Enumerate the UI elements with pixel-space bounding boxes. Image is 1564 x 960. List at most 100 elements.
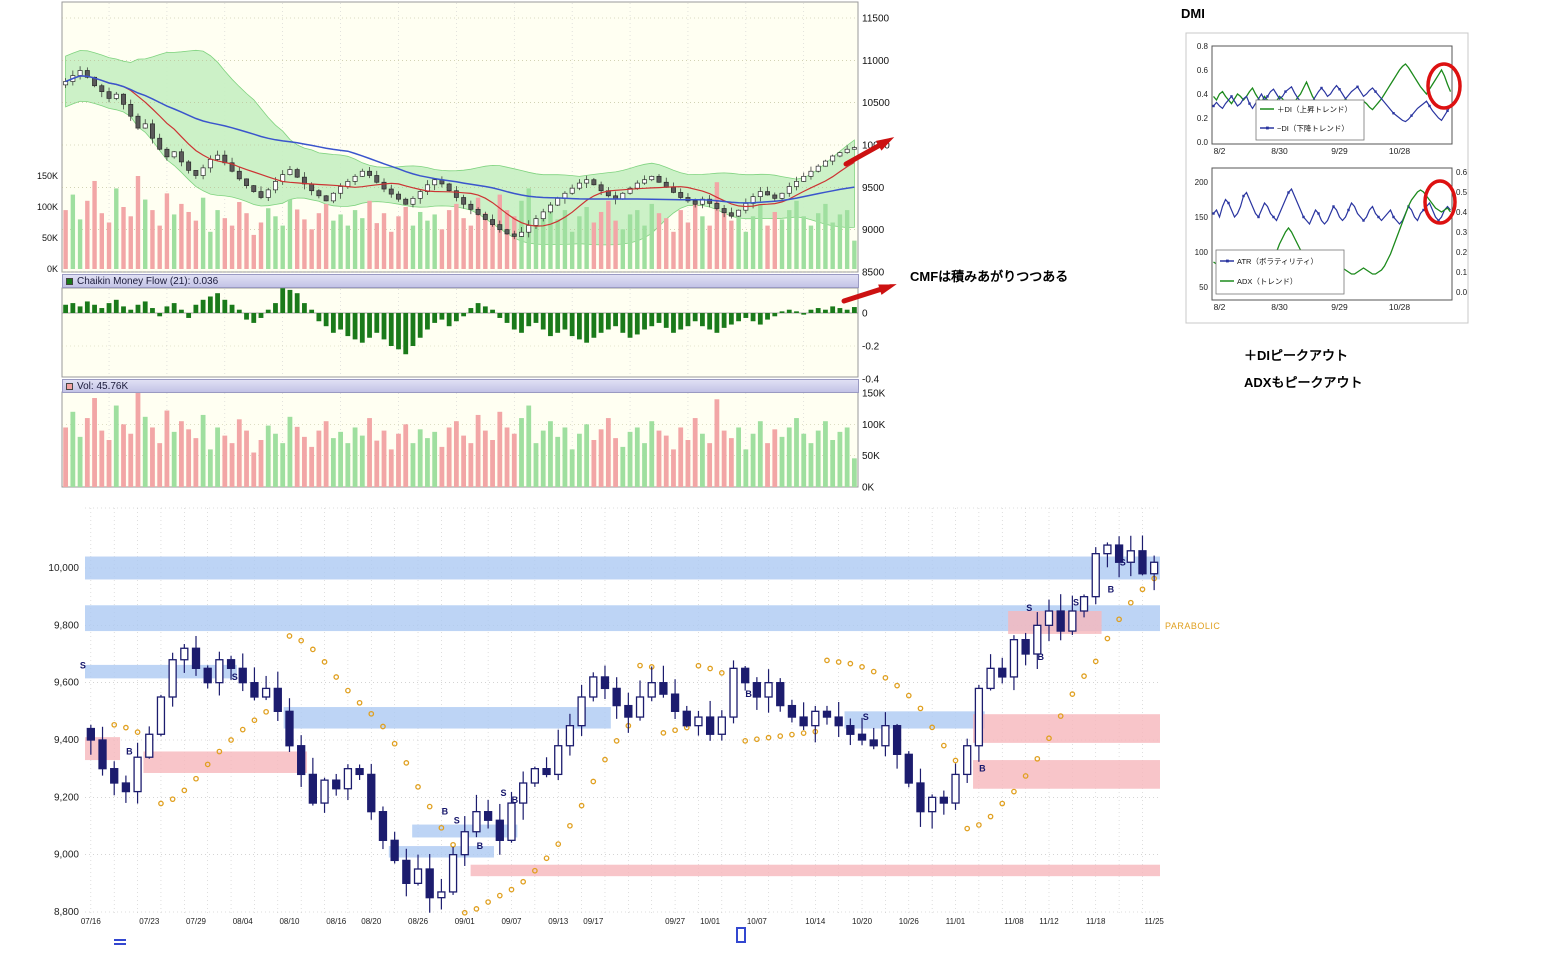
svg-text:09/13: 09/13 — [548, 917, 569, 926]
svg-text:8,800: 8,800 — [54, 907, 79, 918]
ma-fast-line — [65, 75, 855, 227]
svg-text:09/27: 09/27 — [665, 917, 686, 926]
ma-slow-line — [65, 75, 855, 204]
sar-dots — [99, 575, 1158, 916]
svg-text:10/26: 10/26 — [899, 917, 920, 926]
svg-text:0: 0 — [862, 309, 868, 320]
svg-text:08/04: 08/04 — [233, 917, 254, 926]
svg-text:-0.2: -0.2 — [862, 342, 880, 353]
svg-text:100K: 100K — [37, 202, 58, 212]
svg-text:50: 50 — [1199, 283, 1208, 292]
svg-text:8/2: 8/2 — [1214, 146, 1226, 156]
svg-text:0.0: 0.0 — [1456, 288, 1468, 297]
parabolic-label: PARABOLIC — [1165, 621, 1221, 631]
svg-text:09/01: 09/01 — [455, 917, 476, 926]
red-arrow — [841, 285, 886, 304]
svg-text:9500: 9500 — [862, 183, 885, 194]
svg-text:B: B — [512, 795, 519, 805]
svg-text:08/16: 08/16 — [326, 917, 347, 926]
svg-text:9,600: 9,600 — [54, 678, 79, 689]
cmf-bars — [63, 288, 857, 355]
svg-text:09/17: 09/17 — [583, 917, 604, 926]
svg-text:0.3: 0.3 — [1456, 228, 1468, 237]
svg-text:9,200: 9,200 — [54, 792, 79, 803]
dmi-panel: 0.8 0.6 0.4 0.2 0.0 ＋DI（上昇トレンド） −DI（下降トレンド） 8/2… — [1185, 32, 1469, 324]
dmi-upper-legend: ＋DI（上昇トレンド） −DI（下降トレンド） — [1255, 99, 1365, 141]
svg-text:0.6: 0.6 — [1456, 168, 1468, 177]
stray-glyph — [114, 939, 126, 945]
svg-text:50K: 50K — [862, 451, 880, 462]
svg-text:0.2: 0.2 — [1197, 114, 1209, 123]
svg-text:9000: 9000 — [862, 225, 885, 236]
stray-glyph — [736, 927, 746, 943]
dmi-lower-legend: ATR（ボラティリティ） ADX（トレンド） — [1215, 249, 1345, 295]
cmf-header-label: Chaikin Money Flow (21): 0.036 — [77, 275, 219, 287]
svg-text:0.2: 0.2 — [1456, 248, 1468, 257]
svg-text:0.1: 0.1 — [1456, 268, 1468, 277]
svg-text:150K: 150K — [37, 171, 58, 181]
daily-axis-labels: 10,000 9,800 9,600 9,400 9,200 9,000 8,80007/1… — [48, 563, 1164, 926]
cmf-legend-swatch-icon — [66, 277, 73, 285]
volume-overlay — [63, 176, 857, 269]
svg-text:11500: 11500 — [862, 14, 890, 25]
svg-text:S: S — [863, 712, 869, 722]
daily-chart: SBSBSBSBBSBSBSBS10,0009,8009,6009,4009,2… — [48, 507, 1164, 926]
svg-text:0.0: 0.0 — [1197, 138, 1209, 147]
svg-text:10/14: 10/14 — [805, 917, 826, 926]
cmf-annotation: CMFは積みあがりつつある — [910, 269, 1069, 284]
adx-peakout-annotation: ADXもピークアウト — [1244, 375, 1363, 390]
svg-text:10/20: 10/20 — [852, 917, 873, 926]
svg-text:10,000: 10,000 — [48, 563, 79, 574]
svg-text:07/23: 07/23 — [139, 917, 160, 926]
svg-text:0K: 0K — [862, 483, 875, 494]
svg-text:B: B — [126, 746, 133, 756]
svg-text:9,800: 9,800 — [54, 620, 79, 631]
svg-text:9/29: 9/29 — [1331, 146, 1348, 156]
vol-header-label: Vol: 45.76K — [77, 380, 129, 392]
svg-text:10500: 10500 — [862, 98, 890, 109]
svg-text:0.4: 0.4 — [1456, 208, 1468, 217]
dmi-title: DMI — [1181, 6, 1205, 21]
svg-text:50K: 50K — [42, 233, 58, 243]
svg-text:9/29: 9/29 — [1331, 302, 1348, 312]
svg-text:S: S — [1073, 597, 1079, 607]
svg-text:11/12: 11/12 — [1039, 917, 1059, 926]
svg-text:150: 150 — [1195, 213, 1209, 222]
svg-text:10/28: 10/28 — [1389, 146, 1411, 156]
di-peakout-annotation: ＋DIピークアウト — [1244, 348, 1349, 363]
svg-text:10/01: 10/01 — [700, 917, 721, 926]
vol-panel-header: Vol: 45.76K — [62, 379, 859, 393]
svg-text:S: S — [1120, 557, 1126, 567]
svg-text:9,000: 9,000 — [54, 850, 79, 861]
svg-text:8/30: 8/30 — [1271, 146, 1288, 156]
svg-text:0.8: 0.8 — [1197, 42, 1209, 51]
svg-text:B: B — [442, 807, 449, 817]
svg-text:11000: 11000 — [862, 56, 890, 67]
svg-text:ADX（トレンド）: ADX（トレンド） — [1237, 277, 1297, 286]
daily-candles — [86, 535, 1159, 913]
svg-text:8/2: 8/2 — [1214, 302, 1226, 312]
svg-text:100K: 100K — [862, 420, 886, 431]
svg-text:9,400: 9,400 — [54, 735, 79, 746]
svg-text:B: B — [1037, 652, 1044, 662]
svg-text:07/16: 07/16 — [81, 917, 102, 926]
svg-text:B: B — [477, 841, 484, 851]
volume-panel: 150K 100K 50K 0K — [61, 389, 886, 494]
svg-text:S: S — [80, 660, 86, 670]
red-circle-adx — [1423, 179, 1457, 225]
svg-text:11/18: 11/18 — [1086, 917, 1106, 926]
svg-text:200: 200 — [1195, 178, 1209, 187]
cmf-panel: 0 -0.2 -0.4 — [61, 287, 880, 386]
svg-text:B: B — [1108, 585, 1115, 595]
svg-text:150K: 150K — [862, 389, 886, 400]
red-arrow — [843, 141, 885, 167]
red-circle-di — [1426, 62, 1462, 110]
svg-text:S: S — [232, 672, 238, 682]
svg-text:11/08: 11/08 — [1004, 917, 1024, 926]
svg-text:S: S — [500, 788, 506, 798]
svg-text:10/28: 10/28 — [1389, 302, 1411, 312]
svg-text:100: 100 — [1195, 248, 1209, 257]
